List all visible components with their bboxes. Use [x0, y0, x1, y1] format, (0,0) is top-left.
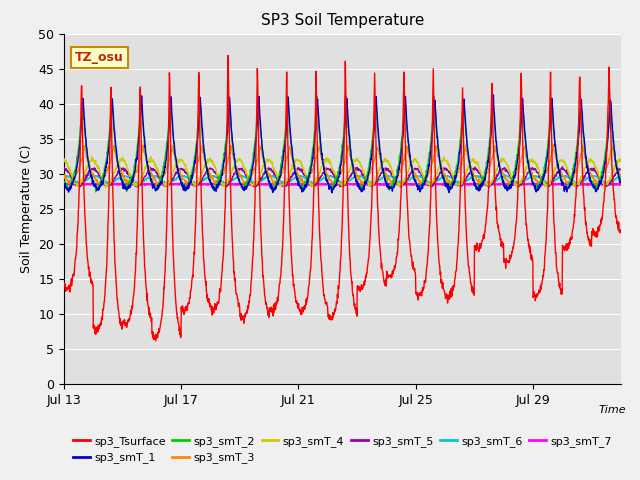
Y-axis label: Soil Temperature (C): Soil Temperature (C) — [20, 144, 33, 273]
Text: Time: Time — [599, 405, 627, 415]
Text: TZ_osu: TZ_osu — [75, 51, 124, 64]
Title: SP3 Soil Temperature: SP3 Soil Temperature — [260, 13, 424, 28]
Legend: sp3_Tsurface, sp3_smT_1, sp3_smT_2, sp3_smT_3, sp3_smT_4, sp3_smT_5, sp3_smT_6, : sp3_Tsurface, sp3_smT_1, sp3_smT_2, sp3_… — [68, 432, 616, 468]
